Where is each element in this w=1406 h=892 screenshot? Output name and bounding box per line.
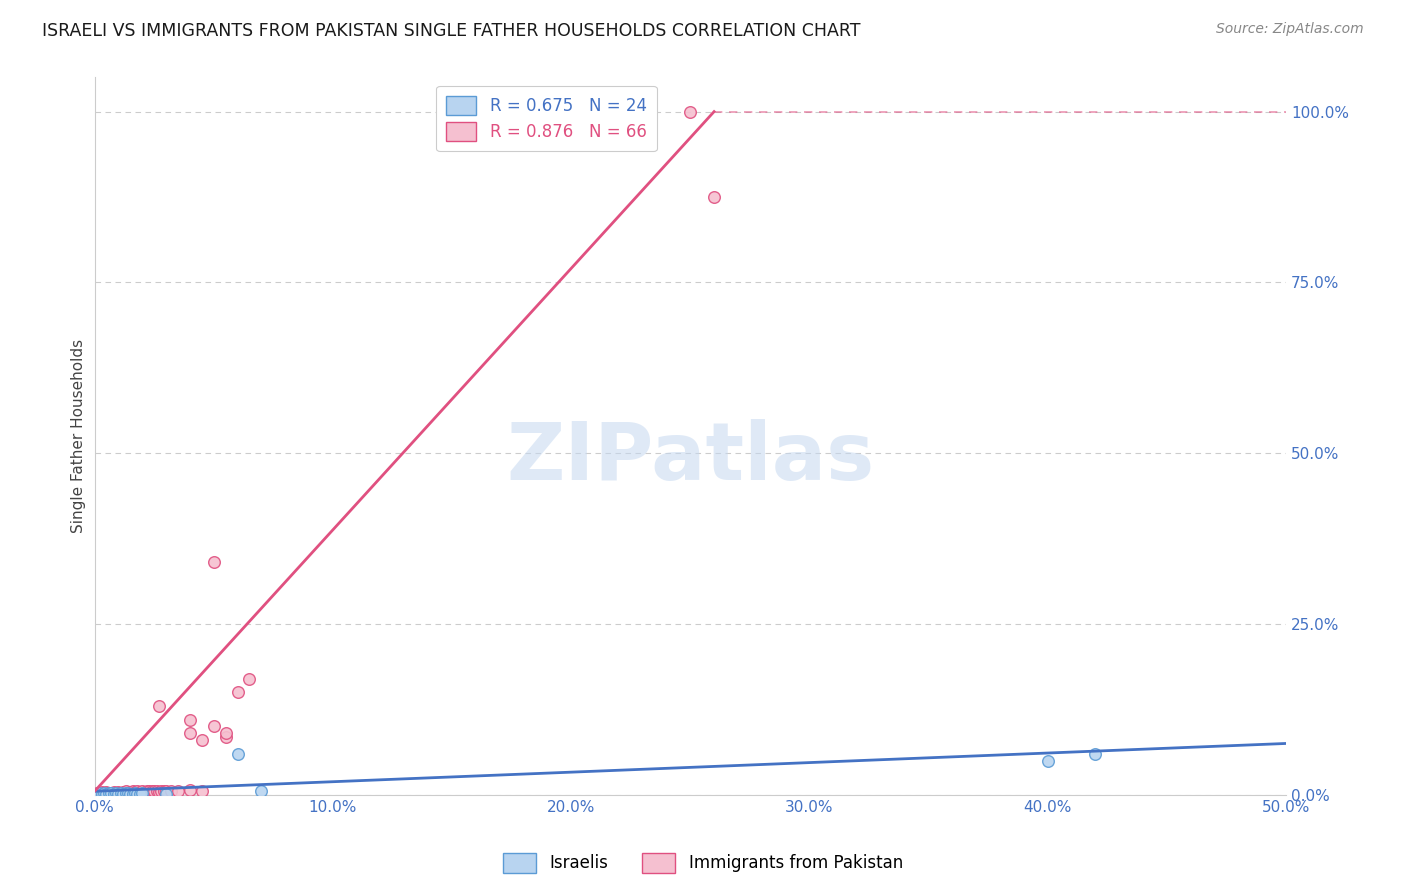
Point bbox=[155, 783, 177, 797]
Point bbox=[107, 786, 129, 800]
Text: Source: ZipAtlas.com: Source: ZipAtlas.com bbox=[1216, 22, 1364, 37]
Point bbox=[155, 787, 177, 801]
Point bbox=[110, 786, 132, 800]
Point bbox=[214, 726, 236, 740]
Point bbox=[121, 787, 143, 801]
Point bbox=[148, 698, 170, 713]
Point bbox=[117, 786, 139, 800]
Point bbox=[145, 784, 167, 798]
Point bbox=[167, 783, 190, 797]
Legend: R = 0.675   N = 24, R = 0.876   N = 66: R = 0.675 N = 24, R = 0.876 N = 66 bbox=[436, 86, 657, 151]
Point bbox=[112, 786, 135, 800]
Point bbox=[179, 726, 201, 740]
Point bbox=[97, 786, 120, 800]
Point bbox=[97, 786, 120, 800]
Point bbox=[1084, 747, 1107, 761]
Point bbox=[179, 713, 201, 727]
Point bbox=[179, 783, 201, 797]
Point bbox=[96, 786, 118, 800]
Point bbox=[1036, 754, 1059, 768]
Point bbox=[191, 783, 214, 797]
Point bbox=[703, 190, 725, 204]
Point bbox=[89, 786, 111, 800]
Point bbox=[124, 786, 146, 800]
Point bbox=[202, 719, 225, 733]
Point bbox=[89, 786, 111, 800]
Point bbox=[128, 787, 150, 801]
Point bbox=[141, 784, 163, 798]
Point bbox=[93, 786, 115, 800]
Point bbox=[134, 785, 156, 799]
Point bbox=[100, 786, 122, 800]
Point bbox=[93, 786, 115, 800]
Point bbox=[120, 785, 142, 799]
Point bbox=[96, 785, 118, 799]
Point bbox=[96, 787, 118, 801]
Point bbox=[93, 786, 115, 800]
Point bbox=[103, 787, 125, 801]
Point bbox=[100, 786, 122, 800]
Point bbox=[679, 104, 702, 119]
Point bbox=[112, 787, 135, 801]
Point bbox=[86, 786, 108, 800]
Point bbox=[127, 787, 149, 801]
Point bbox=[138, 785, 160, 799]
Point bbox=[127, 786, 149, 800]
Point bbox=[131, 786, 153, 800]
Text: ISRAELI VS IMMIGRANTS FROM PAKISTAN SINGLE FATHER HOUSEHOLDS CORRELATION CHART: ISRAELI VS IMMIGRANTS FROM PAKISTAN SING… bbox=[42, 22, 860, 40]
Point bbox=[148, 785, 170, 799]
Point bbox=[114, 786, 136, 800]
Point bbox=[150, 783, 173, 797]
Point bbox=[107, 787, 129, 801]
Point bbox=[117, 786, 139, 800]
Point bbox=[250, 784, 273, 798]
Point bbox=[90, 787, 112, 801]
Point bbox=[127, 784, 149, 798]
Point bbox=[152, 784, 174, 798]
Point bbox=[121, 784, 143, 798]
Point bbox=[97, 786, 120, 800]
Point bbox=[128, 785, 150, 799]
Point bbox=[121, 785, 143, 799]
Point bbox=[143, 783, 166, 797]
Point bbox=[89, 787, 111, 801]
Point bbox=[238, 672, 260, 686]
Point bbox=[131, 786, 153, 800]
Point bbox=[107, 785, 129, 799]
Point bbox=[226, 747, 249, 761]
Point bbox=[226, 685, 249, 699]
Point bbox=[136, 784, 159, 798]
Point bbox=[120, 787, 142, 801]
Point bbox=[131, 784, 153, 798]
Point bbox=[105, 786, 128, 800]
Point bbox=[110, 786, 132, 800]
Point bbox=[107, 786, 129, 800]
Point bbox=[90, 785, 112, 799]
Point bbox=[114, 784, 136, 798]
Point bbox=[191, 733, 214, 747]
Point bbox=[214, 730, 236, 744]
Point bbox=[100, 786, 122, 800]
Legend: Israelis, Immigrants from Pakistan: Israelis, Immigrants from Pakistan bbox=[496, 847, 910, 880]
Point bbox=[90, 786, 112, 800]
Point bbox=[103, 786, 125, 800]
Point bbox=[159, 784, 181, 798]
Point bbox=[124, 785, 146, 799]
Y-axis label: Single Father Households: Single Father Households bbox=[72, 339, 86, 533]
Point bbox=[202, 556, 225, 570]
Point bbox=[103, 785, 125, 799]
Point bbox=[105, 786, 128, 800]
Point bbox=[105, 786, 128, 800]
Point bbox=[143, 785, 166, 799]
Point bbox=[112, 785, 135, 799]
Point bbox=[96, 786, 118, 800]
Point bbox=[155, 785, 177, 799]
Point bbox=[120, 786, 142, 800]
Point bbox=[138, 783, 160, 797]
Text: ZIPatlas: ZIPatlas bbox=[506, 418, 875, 497]
Point bbox=[114, 786, 136, 800]
